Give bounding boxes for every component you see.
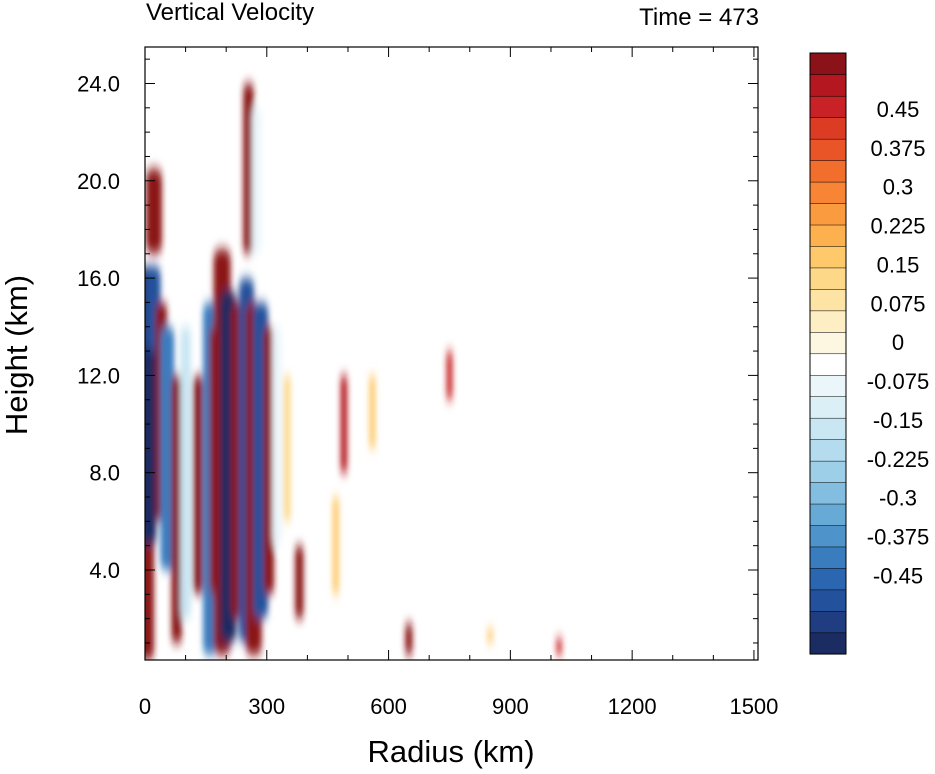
x-tick-label: 900 <box>492 694 529 719</box>
colorbar-label: -0.45 <box>873 563 923 588</box>
y-tick-label: 4.0 <box>89 558 120 583</box>
colorbar-box <box>809 610 847 634</box>
colorbar-box <box>809 203 847 226</box>
colorbar-box <box>809 503 847 526</box>
colorbar-box <box>809 567 847 591</box>
colorbar-label: -0.075 <box>867 369 929 394</box>
colorbar-label: 0.225 <box>870 214 925 239</box>
colorbar-label: -0.225 <box>867 447 929 472</box>
y-axis-title: Height (km) <box>0 275 34 435</box>
x-tick-label: 1500 <box>729 694 778 719</box>
x-tick-label: 0 <box>139 694 151 719</box>
colorbar-label: -0.15 <box>873 408 923 433</box>
colorbar-box <box>809 460 847 483</box>
colorbar-box <box>809 589 847 612</box>
chart-title: Vertical Velocity <box>146 0 314 26</box>
velocity-feature <box>405 623 413 656</box>
colorbar-box <box>809 374 847 397</box>
colorbar-frame <box>809 52 847 655</box>
colorbar-box <box>809 310 847 333</box>
colorbar-box <box>809 331 847 355</box>
velocity-feature <box>193 375 203 595</box>
velocity-feature <box>283 375 291 522</box>
colorbar-box <box>809 181 847 204</box>
colorbar-box <box>809 74 847 97</box>
colorbar-box <box>809 396 847 419</box>
y-tick-label: 20.0 <box>77 169 120 194</box>
velocity-feature <box>272 326 282 546</box>
x-axis-ticks: 0 300 600 900 1200 1500 <box>139 47 778 719</box>
velocity-feature <box>295 545 304 619</box>
colorbar-box <box>809 224 847 247</box>
colorbar-box <box>809 632 847 655</box>
velocity-feature <box>145 521 154 660</box>
velocity-feature <box>243 83 254 254</box>
colorbar-box <box>809 138 847 161</box>
colorbar-box <box>809 160 847 183</box>
x-axis-title: Radius (km) <box>367 734 534 769</box>
velocity-feature <box>446 351 453 400</box>
colorbar-label: 0.15 <box>877 252 920 277</box>
colorbar <box>809 52 847 655</box>
velocity-feature <box>487 628 494 643</box>
velocity-field <box>145 83 563 660</box>
y-tick-label: 24.0 <box>77 71 120 96</box>
velocity-feature <box>180 326 191 619</box>
colorbar-box <box>809 482 847 505</box>
colorbar-label: 0.45 <box>877 97 920 122</box>
x-tick-label: 1200 <box>608 694 657 719</box>
x-tick-label: 300 <box>248 694 285 719</box>
colorbar-box <box>809 52 847 76</box>
colorbar-box <box>809 353 847 376</box>
colorbar-label: 0.075 <box>870 291 925 316</box>
y-tick-label: 16.0 <box>77 266 120 291</box>
velocity-feature <box>251 107 262 254</box>
colorbar-box <box>809 117 847 140</box>
velocity-feature <box>332 497 339 595</box>
velocity-feature <box>263 326 275 595</box>
velocity-feature <box>369 375 376 449</box>
y-tick-label: 8.0 <box>89 461 120 486</box>
colorbar-box <box>809 267 847 290</box>
colorbar-label: -0.3 <box>879 486 917 511</box>
velocity-feature <box>171 375 182 643</box>
colorbar-box <box>809 95 847 118</box>
colorbar-box <box>809 245 847 269</box>
colorbar-box <box>809 439 847 462</box>
y-axis-ticks: 4.0 8.0 12.0 16.0 20.0 24.0 <box>77 58 758 644</box>
colorbar-label: -0.375 <box>867 525 929 550</box>
velocity-feature <box>145 168 162 254</box>
colorbar-labels: 0.45 0.375 0.3 0.225 0.15 0.075 0 -0.075 -0.15 -0… <box>867 97 929 589</box>
colorbar-box <box>809 417 847 440</box>
colorbar-label: 0.375 <box>870 136 925 161</box>
colorbar-box <box>809 524 847 548</box>
y-tick-label: 12.0 <box>77 363 120 388</box>
colorbar-box <box>809 288 847 312</box>
velocity-feature <box>160 326 175 570</box>
time-label: Time = 473 <box>639 4 759 31</box>
colorbar-label: 0.3 <box>883 175 914 200</box>
velocity-feature <box>340 375 348 473</box>
colorbar-label: 0 <box>892 330 904 355</box>
x-tick-label: 600 <box>370 694 407 719</box>
velocity-feature <box>556 638 563 656</box>
plot-frame <box>144 46 759 661</box>
colorbar-box <box>809 546 847 569</box>
